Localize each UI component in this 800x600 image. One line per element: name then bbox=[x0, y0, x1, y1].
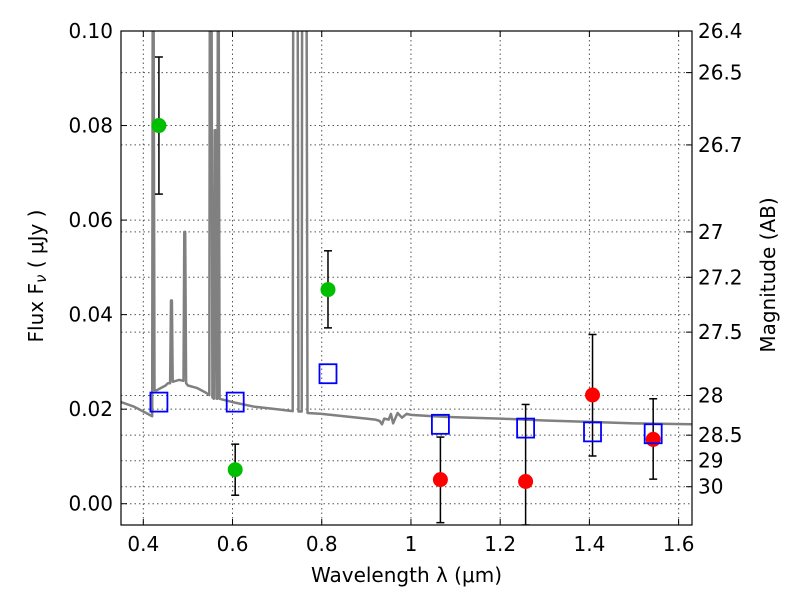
magnitude-tick-label: 27.5 bbox=[698, 320, 743, 344]
x-tick-label: 1.2 bbox=[484, 532, 516, 556]
y-axis-label-subscript: ν bbox=[32, 275, 50, 283]
model-photometry-square bbox=[149, 391, 169, 413]
axes: 0.4 0.6 0.8 1 1.2 1.4 1.6 0.00 0.02 0.04 0.06 0.08 0… bbox=[68, 19, 742, 556]
magnitude-tick-label: 26.4 bbox=[698, 19, 743, 43]
y-tick-label: 0.00 bbox=[68, 492, 113, 516]
x-tick-label: 1.6 bbox=[663, 532, 695, 556]
detection-point bbox=[227, 462, 243, 478]
model-photometry-square bbox=[516, 417, 536, 439]
magnitude-tick-label: 26.7 bbox=[698, 133, 743, 157]
upper-limit-point bbox=[585, 387, 601, 403]
y-axis-label-main: Flux F bbox=[24, 283, 48, 342]
magnitude-tick-label: 27.2 bbox=[698, 265, 743, 289]
upper-limit-point bbox=[518, 474, 534, 490]
x-tick-label: 1 bbox=[405, 532, 418, 556]
y2-axis-label: Magnitude (AB) bbox=[756, 197, 780, 352]
magnitude-tick-label: 30 bbox=[698, 475, 723, 499]
model-photometry-square bbox=[643, 423, 663, 445]
grid bbox=[121, 30, 692, 525]
detection-point bbox=[151, 118, 167, 134]
y-tick-label: 0.08 bbox=[68, 114, 113, 138]
model-photometry-square bbox=[583, 421, 602, 443]
y-tick-label: 0.04 bbox=[68, 303, 113, 327]
x-tick-label: 1.4 bbox=[573, 532, 605, 556]
upper-limit-point bbox=[645, 431, 661, 447]
magnitude-tick-label: 27 bbox=[698, 220, 723, 244]
plot-area bbox=[121, 31, 692, 525]
magnitude-tick-label: 26.5 bbox=[698, 61, 743, 85]
magnitude-tick-label: 29 bbox=[698, 449, 723, 473]
plot-frame bbox=[120, 30, 693, 526]
magnitude-tick-label: 28.5 bbox=[698, 423, 743, 447]
x-tick-label: 0.6 bbox=[217, 532, 249, 556]
x-axis-label: Wavelength λ (μm) bbox=[311, 563, 502, 587]
magnitude-tick-label: 28 bbox=[698, 383, 723, 407]
y-tick-label: 0.06 bbox=[68, 208, 113, 232]
y-tick-label: 0.02 bbox=[68, 397, 113, 421]
model-photometry-square bbox=[431, 413, 450, 435]
y-axis-label: Flux Fν ( μJy ) bbox=[24, 210, 50, 343]
y-axis-label-unit: ( μJy ) bbox=[24, 210, 48, 275]
upper-limit-point bbox=[432, 472, 448, 488]
y-tick-label: 0.10 bbox=[68, 19, 113, 43]
detection-point bbox=[320, 282, 336, 298]
model-spectrum-line bbox=[121, 31, 692, 426]
model-photometry-square bbox=[318, 363, 338, 385]
model-photometry-square bbox=[225, 391, 245, 413]
x-tick-label: 0.8 bbox=[306, 532, 338, 556]
x-tick-label: 0.4 bbox=[127, 532, 159, 556]
